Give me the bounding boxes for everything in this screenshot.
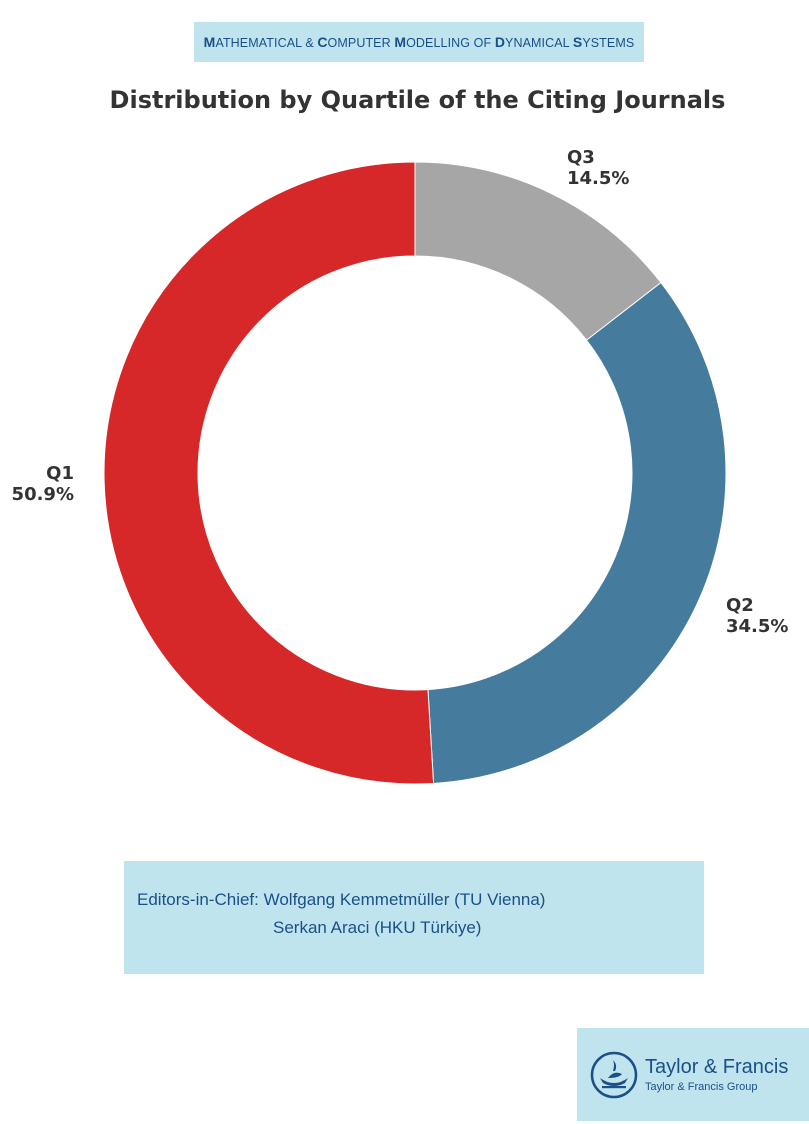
slice-q2 [427, 281, 727, 784]
slice-q1-percent-label: 50.9% [12, 484, 74, 505]
journal-title: MATHEMATICAL & COMPUTER MODELLING OF DYN… [203, 34, 635, 50]
slice-q1 [103, 161, 435, 785]
slice-q3-percent-label: 14.5% [567, 168, 629, 189]
slice-q3-name-label: Q3 [567, 147, 595, 168]
journal-banner: MATHEMATICAL & COMPUTER MODELLING OF DYN… [194, 22, 644, 62]
editors-box: Editors-in-Chief: Wolfgang Kemmetmüller … [124, 861, 704, 974]
slice-q1-name-label: Q1 [46, 463, 74, 484]
lamp-logo-icon [590, 1051, 638, 1099]
editors-line-1: Editors-in-Chief: Wolfgang Kemmetmüller … [137, 890, 546, 909]
publisher-group: Taylor & Francis Group [645, 1081, 758, 1093]
publisher-logo-box: Taylor & Francis Taylor & Francis Group [577, 1028, 809, 1121]
chart-title: Distribution by Quartile of the Citing J… [109, 86, 726, 114]
slice-q2-name-label: Q2 [726, 595, 754, 616]
slice-q2-percent-label: 34.5% [726, 616, 788, 637]
editors-line-2: Serkan Araci (HKU Türkiye) [273, 918, 482, 937]
publisher-name: Taylor & Francis [645, 1056, 789, 1078]
